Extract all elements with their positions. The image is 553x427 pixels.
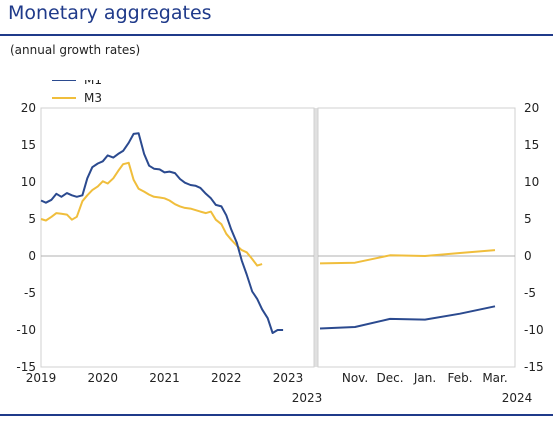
x-tick-year-label: 2023 — [292, 391, 323, 405]
y-tick-label-right: -5 — [524, 286, 536, 300]
x-tick-label: Nov. — [342, 371, 368, 385]
x-tick-label: 2019 — [26, 371, 57, 385]
x-tick-year-label: 2024 — [502, 391, 533, 405]
x-tick-label: 2020 — [87, 371, 118, 385]
y-tick-label-right: 5 — [524, 212, 532, 226]
title-divider — [0, 34, 553, 36]
y-tick-label-left: 0 — [28, 249, 36, 263]
y-tick-label-right: -15 — [524, 360, 544, 374]
plot-frame-left — [40, 107, 315, 368]
x-tick-label: 2022 — [211, 371, 242, 385]
x-tick-label: Mar. — [482, 371, 507, 385]
plot-frame-right — [317, 107, 516, 368]
legend-label-m3: M3 — [84, 91, 102, 105]
y-tick-label-right: 0 — [524, 249, 532, 263]
series-line-m1-history — [40, 132, 284, 334]
y-tick-label-left: 5 — [28, 212, 36, 226]
y-tick-label-right: 15 — [524, 138, 539, 152]
y-tick-label-right: 20 — [524, 101, 539, 115]
y-tick-label-right: -10 — [524, 323, 544, 337]
y-tick-label-left: 15 — [21, 138, 36, 152]
legend-label-m1: M1 — [84, 80, 102, 87]
chart-subtitle: (annual growth rates) — [10, 43, 141, 57]
x-tick-label: Feb. — [447, 371, 472, 385]
series-line-m1-recent — [319, 305, 496, 330]
y-tick-label-left: 20 — [21, 101, 36, 115]
x-tick-label: 2021 — [149, 371, 180, 385]
series-line-m3-recent — [319, 249, 496, 265]
page-title: Monetary aggregates — [8, 2, 212, 24]
y-tick-label-left: 10 — [21, 175, 36, 189]
bottom-divider — [0, 414, 553, 416]
x-tick-label: 2023 — [273, 371, 304, 385]
x-tick-label: Dec. — [376, 371, 403, 385]
y-tick-label-left: -15 — [16, 360, 36, 374]
y-tick-label-left: -5 — [24, 286, 36, 300]
y-tick-label-right: 10 — [524, 175, 539, 189]
y-tick-label-left: -10 — [16, 323, 36, 337]
series-line-m3-history — [40, 161, 263, 267]
x-tick-label: Jan. — [413, 371, 436, 385]
